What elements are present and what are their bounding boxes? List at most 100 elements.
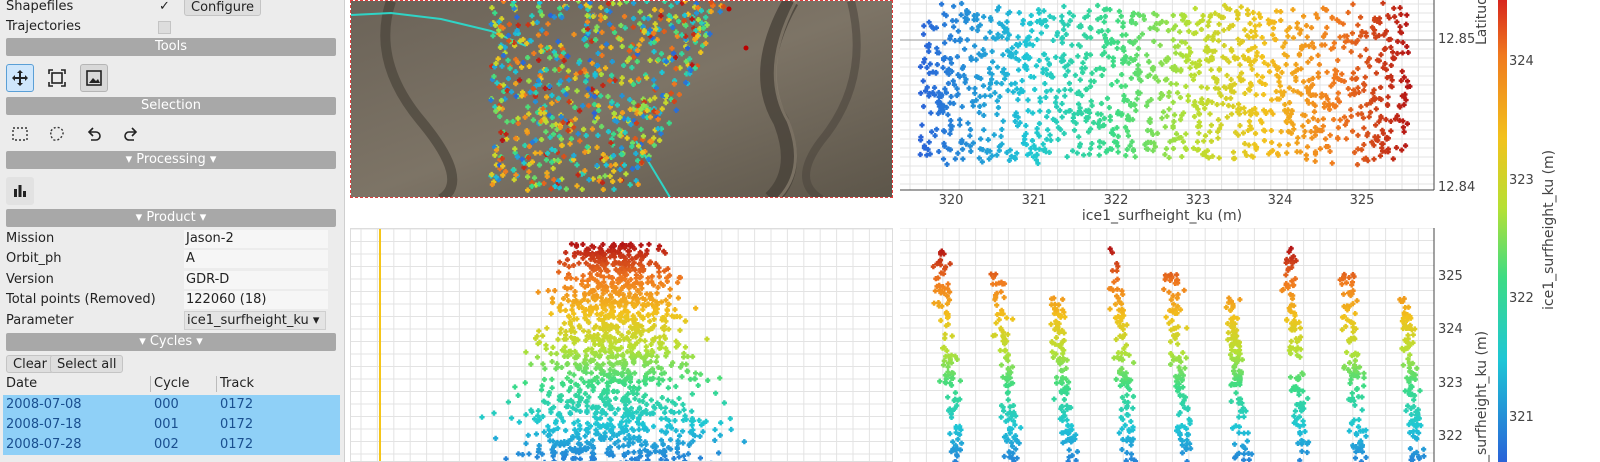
histogram-button[interactable] [6,177,34,205]
data-point [549,114,555,121]
data-point [1013,55,1019,61]
data-point [1215,135,1221,141]
data-point [1126,428,1132,435]
rect-select-button[interactable] [6,120,34,148]
data-point [625,449,631,456]
table-row[interactable]: 2008-07-18 001 0172 [3,415,340,435]
product-section-header[interactable]: ▾ Product ▾ [6,209,336,227]
select-all-button[interactable]: Select all [50,355,124,373]
data-point [716,450,722,456]
cycles-section-header[interactable]: ▾ Cycles ▾ [6,333,336,351]
configure-button[interactable]: Configure [184,0,262,16]
data-point [692,65,698,71]
data-point [945,311,951,317]
col-date-header[interactable]: Date [6,376,38,391]
table-row[interactable]: 2008-07-08 000 0172 [3,395,340,415]
col-divider[interactable] [150,376,151,392]
data-point [1187,65,1193,71]
data-point [1117,383,1123,389]
data-point [1220,101,1226,107]
data-point [564,5,570,11]
data-point [536,181,542,187]
scatter-plot-top[interactable]: 320 321 322 323 324 325 ice1_surfheight_… [900,0,1490,230]
data-point [1262,81,1268,88]
data-point [1067,108,1073,114]
data-point [617,422,623,428]
data-point [1384,102,1391,109]
clear-button[interactable]: Clear [6,355,54,373]
data-point [1001,294,1007,301]
data-point [955,28,961,34]
data-point [1261,91,1267,98]
data-point [537,150,543,156]
selection-section-header[interactable]: Selection [6,97,336,115]
data-point [654,109,660,115]
data-point [1112,301,1119,307]
data-point [1182,145,1189,151]
data-point [508,89,515,95]
satellite-map[interactable] [351,1,893,198]
data-point [1055,358,1061,365]
zoom-extent-button[interactable] [43,64,71,92]
data-point [555,425,561,431]
data-point [1172,310,1178,317]
data-point [1022,64,1028,70]
redo-button[interactable] [117,120,145,148]
data-point [630,334,636,340]
data-point [623,423,629,429]
data-point [1060,440,1066,446]
data-point [1125,412,1131,418]
image-tool-button[interactable] [80,64,108,92]
data-point [601,333,607,339]
data-point [990,35,996,41]
undo-button[interactable] [80,120,108,148]
col-cycle-header[interactable]: Cycle [154,376,190,391]
data-point [1355,374,1361,380]
data-point [522,380,528,386]
data-point [1204,85,1210,91]
data-point [558,114,564,120]
trajectories-checkbox[interactable] [158,21,171,34]
data-point [1291,126,1297,132]
data-point [1351,149,1358,156]
data-point [1124,438,1130,444]
data-point [942,86,948,92]
data-point [645,279,651,286]
data-point [661,28,667,35]
data-point [598,13,604,19]
col-track-header[interactable]: Track [220,376,255,391]
data-point [1237,351,1243,357]
shapefiles-checkbox[interactable]: ✓ [159,0,170,14]
data-point [958,440,965,446]
data-point [625,279,631,286]
data-point [1298,46,1305,52]
data-point [568,136,575,142]
data-point [591,338,597,344]
data-point [1122,124,1129,130]
data-point [1225,320,1231,327]
data-point [531,50,537,56]
data-point [1004,48,1011,54]
tools-section-header[interactable]: Tools [6,38,336,56]
scatter-plot-bottom-left[interactable] [350,228,893,462]
data-point [503,131,509,137]
data-point [998,289,1004,295]
parameter-select[interactable]: ice1_surfheight_ku ▾ [184,311,326,330]
processing-section-header[interactable]: ▾ Processing ▾ [6,151,336,169]
map-view[interactable] [350,0,893,198]
data-point [1297,149,1304,155]
data-point [1308,25,1315,31]
move-tool-button[interactable] [6,64,34,92]
col-divider[interactable] [216,376,217,392]
data-point [1353,76,1359,82]
data-point [1230,303,1236,309]
data-point [1371,27,1378,33]
scatter-plot-bottom-right[interactable]: 325 324 323 322 _surfheight_ku (m) [900,228,1490,462]
lasso-select-button[interactable] [43,120,71,148]
data-point [1306,77,1312,84]
data-point [656,137,663,143]
data-point [1358,104,1364,110]
data-point [645,449,651,455]
table-row[interactable]: 2008-07-28 002 0172 [3,435,340,455]
data-point [657,334,663,340]
